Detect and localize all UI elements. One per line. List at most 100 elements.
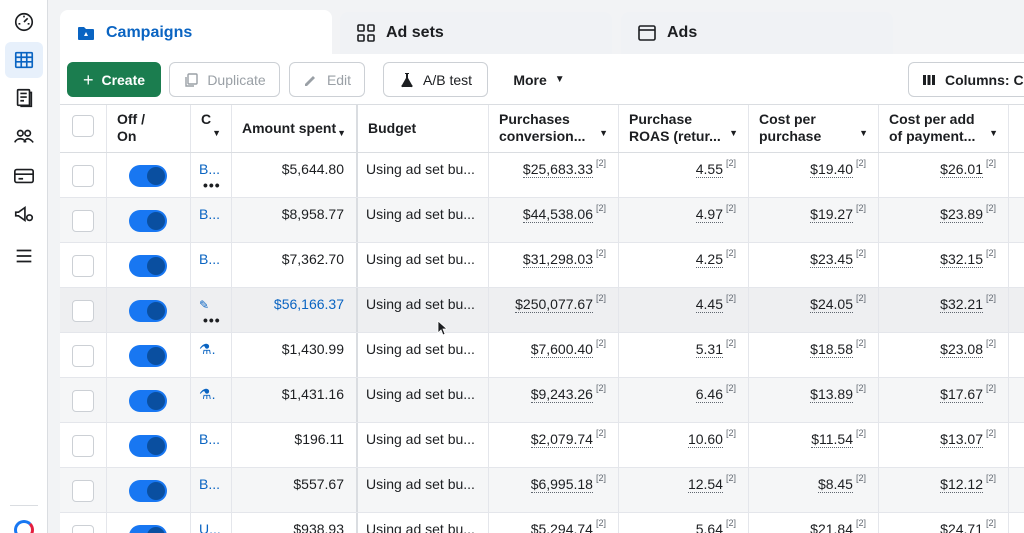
table-row[interactable]: B... ••• $5,644.80 Using ad set bu... $25,68… xyxy=(60,153,1024,198)
purchases-value[interactable]: $9,243.26 xyxy=(530,386,593,403)
header-purchase-roas[interactable]: Purchase ROAS (retur... ▼ xyxy=(619,105,749,152)
header-purchases-value[interactable]: Purchases conversion... ▼ xyxy=(489,105,619,152)
cost-per-add-payment-value[interactable]: $32.21 xyxy=(940,296,983,313)
table-row[interactable]: B... $7,362.70 Using ad set bu... $31,298.0… xyxy=(60,243,1024,288)
table-row[interactable]: ✎ ••• $56,166.37 Using ad set bu... $250,077… xyxy=(60,288,1024,333)
tab-campaigns[interactable]: Campaigns xyxy=(60,10,332,56)
megaphone-gear-icon[interactable] xyxy=(5,196,43,232)
purchases-value[interactable]: $2,079.74 xyxy=(530,431,593,448)
purchases-value[interactable]: $6,995.18 xyxy=(530,476,593,493)
header-budget[interactable]: Budget xyxy=(358,105,489,152)
row-checkbox[interactable] xyxy=(72,165,94,187)
roas-value[interactable]: 10.60 xyxy=(687,431,723,448)
campaign-name-link[interactable]: B... xyxy=(191,476,220,492)
edit-button[interactable]: Edit xyxy=(289,62,365,97)
credit-card-icon[interactable] xyxy=(5,158,43,194)
cost-per-add-payment-value[interactable]: $17.67 xyxy=(940,386,983,403)
amount-spent-value[interactable]: $56,166.37 xyxy=(273,296,344,312)
cost-per-add-payment-value[interactable]: $24.71 xyxy=(940,521,983,533)
cost-per-purchase-value[interactable]: $19.27 xyxy=(810,206,853,223)
on-off-toggle[interactable] xyxy=(129,435,167,457)
roas-value[interactable]: 4.97 xyxy=(695,206,723,223)
cost-per-add-payment-value[interactable]: $26.01 xyxy=(940,161,983,178)
table-row[interactable]: ⚗. $1,430.99 Using ad set bu... $7,600.40 [2… xyxy=(60,333,1024,378)
on-off-toggle[interactable] xyxy=(129,480,167,502)
columns-button[interactable]: Columns: Co xyxy=(908,62,1024,97)
people-icon[interactable] xyxy=(5,118,43,154)
row-checkbox[interactable] xyxy=(72,525,94,533)
duplicate-button[interactable]: Duplicate xyxy=(169,62,280,97)
roas-value[interactable]: 4.25 xyxy=(695,251,723,268)
campaign-name-link[interactable]: ⚗. xyxy=(191,341,215,358)
more-options-icon[interactable]: ••• xyxy=(203,177,221,193)
row-checkbox[interactable] xyxy=(72,435,94,457)
cost-per-purchase-value[interactable]: $21.84 xyxy=(810,521,853,533)
table-row[interactable]: ⚗. $1,431.16 Using ad set bu... $9,243.26 [2… xyxy=(60,378,1024,423)
on-off-toggle[interactable] xyxy=(129,210,167,232)
roas-value[interactable]: 6.46 xyxy=(695,386,723,403)
header-cost-per-add-payment[interactable]: Cost per add of payment... ▼ xyxy=(879,105,1009,152)
tab-ad-sets[interactable]: Ad sets xyxy=(340,12,612,54)
purchases-value[interactable]: $31,298.03 xyxy=(522,251,593,268)
create-button[interactable]: + Create xyxy=(67,62,161,97)
header-campaign-name[interactable]: C ▼ xyxy=(191,105,232,152)
purchases-value[interactable]: $44,538.06 xyxy=(522,206,593,223)
on-off-toggle[interactable] xyxy=(129,165,167,187)
row-checkbox[interactable] xyxy=(72,390,94,412)
cost-per-add-payment-value[interactable]: $13.07 xyxy=(940,431,983,448)
cost-per-purchase-value[interactable]: $18.58 xyxy=(810,341,853,358)
menu-icon[interactable] xyxy=(5,238,43,274)
row-checkbox[interactable] xyxy=(72,210,94,232)
row-checkbox[interactable] xyxy=(72,345,94,367)
purchases-value[interactable]: $25,683.33 xyxy=(522,161,593,178)
purchases-value[interactable]: $5,294.74 xyxy=(531,521,593,533)
cost-per-add-payment-value[interactable]: $23.08 xyxy=(940,341,983,358)
select-all-checkbox[interactable] xyxy=(72,115,94,137)
roas-value[interactable]: 5.64 xyxy=(696,521,723,533)
pages-icon[interactable] xyxy=(5,80,43,116)
cost-per-purchase-value[interactable]: $8.45 xyxy=(817,476,853,493)
gauge-icon[interactable] xyxy=(5,4,43,40)
campaign-name-link[interactable]: ⚗. xyxy=(191,386,215,403)
table-row[interactable]: B... $196.11 Using ad set bu... $2,079.74 [2… xyxy=(60,423,1024,468)
cost-per-add-payment-value[interactable]: $23.89 xyxy=(940,206,983,223)
cost-per-add-payment-value[interactable]: $12.12 xyxy=(940,476,983,493)
on-off-toggle[interactable] xyxy=(129,255,167,277)
on-off-toggle[interactable] xyxy=(129,345,167,367)
roas-value[interactable]: 4.55 xyxy=(695,161,723,178)
purchases-value[interactable]: $250,077.67 xyxy=(515,296,593,313)
table-row[interactable]: B... $557.67 Using ad set bu... $6,995.18 [2… xyxy=(60,468,1024,513)
pencil-icon[interactable]: ✎ xyxy=(199,298,210,312)
cost-per-purchase-value[interactable]: $11.54 xyxy=(811,431,853,448)
table-row[interactable]: U... $938.93 Using ad set bu... $5,294.74 [2… xyxy=(60,513,1024,533)
campaign-name-link[interactable]: B... xyxy=(191,161,220,177)
tab-ads[interactable]: Ads xyxy=(621,12,893,54)
ab-test-button[interactable]: A/B test xyxy=(383,62,488,97)
more-options-icon[interactable]: ••• xyxy=(203,312,221,328)
roas-value[interactable]: 12.54 xyxy=(687,476,723,493)
cost-per-purchase-value[interactable]: $24.05 xyxy=(810,296,853,313)
campaign-name-link[interactable]: B... xyxy=(191,431,220,447)
row-checkbox[interactable] xyxy=(72,480,94,502)
campaign-name-link[interactable]: B... xyxy=(191,206,220,222)
header-amount-spent[interactable]: Amount spent ▼ xyxy=(232,105,358,152)
row-checkbox[interactable] xyxy=(72,300,94,322)
meta-logo-icon[interactable] xyxy=(14,520,34,533)
cost-per-purchase-value[interactable]: $23.45 xyxy=(810,251,853,268)
purchases-value[interactable]: $7,600.40 xyxy=(530,341,593,358)
row-checkbox[interactable] xyxy=(72,255,94,277)
campaign-name-link[interactable]: ✎ xyxy=(191,296,209,312)
roas-value[interactable]: 5.31 xyxy=(695,341,723,358)
campaign-name-link[interactable]: U... xyxy=(191,521,221,533)
cost-per-purchase-value[interactable]: $19.40 xyxy=(810,161,853,178)
header-off-on[interactable]: Off / On xyxy=(107,105,191,152)
header-cost-per-purchase[interactable]: Cost per purchase ▼ xyxy=(749,105,879,152)
cost-per-add-payment-value[interactable]: $32.15 xyxy=(940,251,983,268)
table-row[interactable]: B... $8,958.77 Using ad set bu... $44,538.0… xyxy=(60,198,1024,243)
more-button[interactable]: More ▼ xyxy=(498,62,580,97)
campaign-name-link[interactable]: B... xyxy=(191,251,220,267)
on-off-toggle[interactable] xyxy=(129,525,167,533)
table-icon[interactable] xyxy=(5,42,43,78)
cost-per-purchase-value[interactable]: $13.89 xyxy=(810,386,853,403)
roas-value[interactable]: 4.45 xyxy=(695,296,723,313)
